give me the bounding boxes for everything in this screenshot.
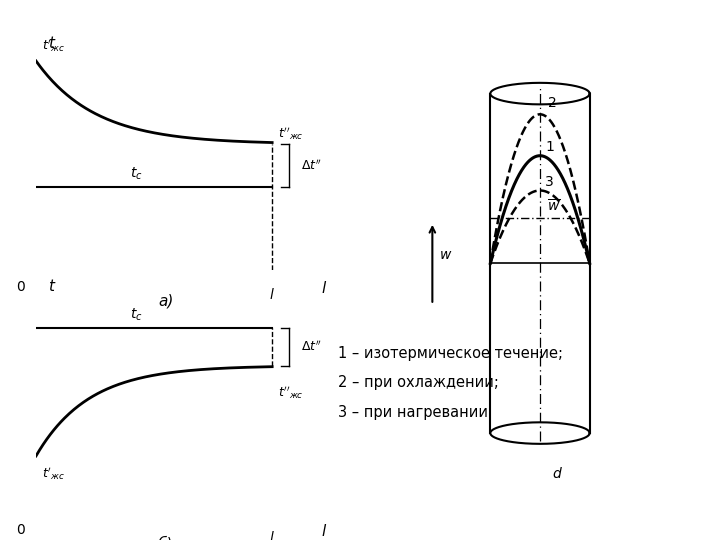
Text: $t$: $t$ xyxy=(48,35,56,51)
Text: $l$: $l$ xyxy=(321,280,327,295)
Text: $t_c$: $t_c$ xyxy=(130,165,143,182)
Text: $l$: $l$ xyxy=(269,530,275,540)
Text: 1 – изотермическое течение;: 1 – изотермическое течение; xyxy=(338,346,563,361)
Text: $w$: $w$ xyxy=(439,248,452,262)
Text: 2: 2 xyxy=(549,96,557,110)
Text: $t_c$: $t_c$ xyxy=(130,306,143,322)
Text: $t'_{жс}$: $t'_{жс}$ xyxy=(42,465,65,482)
Text: $\overline{w}$: $\overline{w}$ xyxy=(546,198,560,214)
Text: $l$: $l$ xyxy=(269,287,275,302)
Text: $\Delta t''$: $\Delta t''$ xyxy=(301,340,322,354)
Text: 0: 0 xyxy=(16,523,24,537)
Text: $l$: $l$ xyxy=(321,523,327,538)
Text: а): а) xyxy=(158,294,174,309)
Text: $d$: $d$ xyxy=(552,466,563,481)
Text: $t''_{жс}$: $t''_{жс}$ xyxy=(278,384,304,401)
Text: 3: 3 xyxy=(545,175,554,189)
Text: б): б) xyxy=(158,536,174,540)
Text: 3 – при нагревании: 3 – при нагревании xyxy=(338,405,488,420)
Text: 2 – при охлаждении;: 2 – при охлаждении; xyxy=(338,375,499,390)
Text: $t'_{жс}$: $t'_{жс}$ xyxy=(42,37,65,54)
Text: $t$: $t$ xyxy=(48,278,56,294)
Text: $\Delta t''$: $\Delta t''$ xyxy=(301,158,322,173)
Text: 0: 0 xyxy=(16,280,24,294)
Text: $t''_{жс}$: $t''_{жс}$ xyxy=(278,125,304,141)
Text: 1: 1 xyxy=(546,140,554,154)
